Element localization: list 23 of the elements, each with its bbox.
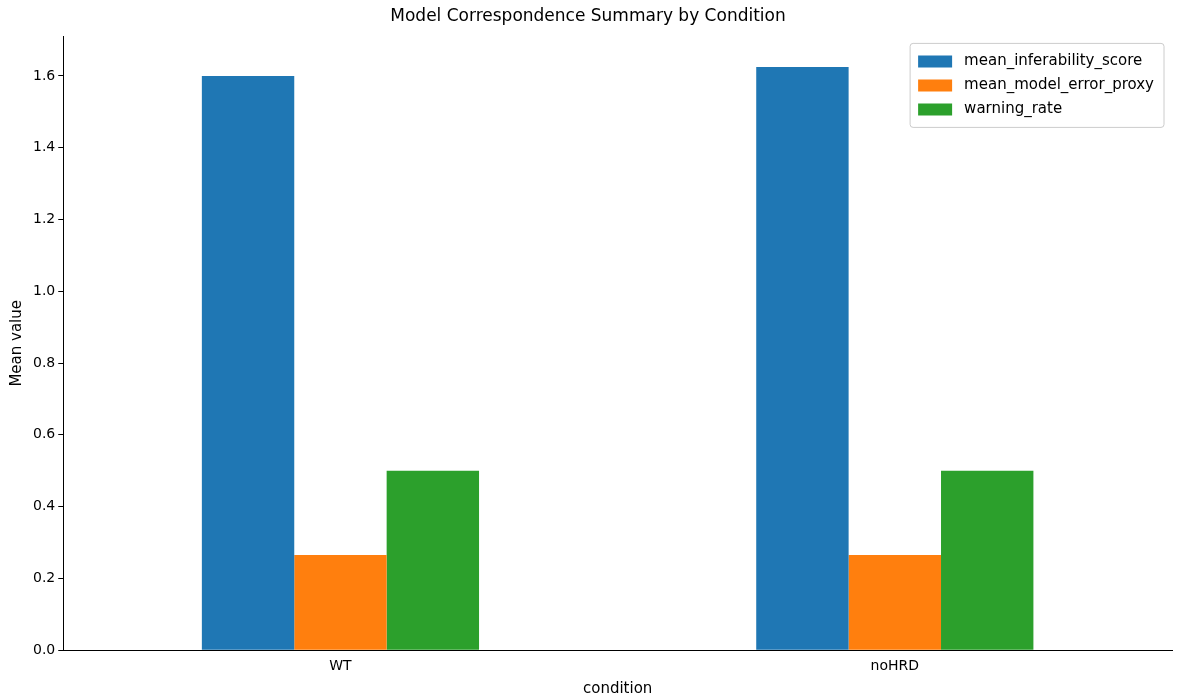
- bar: [848, 555, 942, 650]
- y-tick-label: 1.6: [33, 66, 56, 83]
- legend-label: warning_rate: [964, 99, 1063, 119]
- y-tick-label: 0.0: [33, 640, 56, 657]
- x-tick-label: WT: [329, 657, 353, 674]
- y-tick-label: 1.2: [33, 210, 56, 227]
- y-tick-label: 0.4: [33, 497, 56, 514]
- y-tick-label: 0.2: [33, 569, 56, 586]
- x-axis-title: condition: [582, 678, 653, 697]
- y-tick-label: 1.0: [33, 281, 56, 298]
- legend-label: mean_inferability_score: [964, 51, 1143, 71]
- y-axis-title: Mean value: [6, 300, 25, 387]
- y-tick-label: 0.6: [33, 425, 56, 442]
- bar: [201, 75, 295, 650]
- bar: [386, 470, 480, 650]
- y-tick-label: 0.8: [33, 353, 56, 370]
- x-tick-label: noHRD: [870, 657, 920, 674]
- chart-title: Model Correspondence Summary by Condition: [390, 4, 786, 25]
- bar: [756, 66, 849, 650]
- bar: [294, 555, 387, 650]
- legend-label: mean_model_error_proxy: [964, 75, 1155, 95]
- y-tick-label: 1.4: [33, 138, 56, 155]
- bar: [941, 470, 1034, 650]
